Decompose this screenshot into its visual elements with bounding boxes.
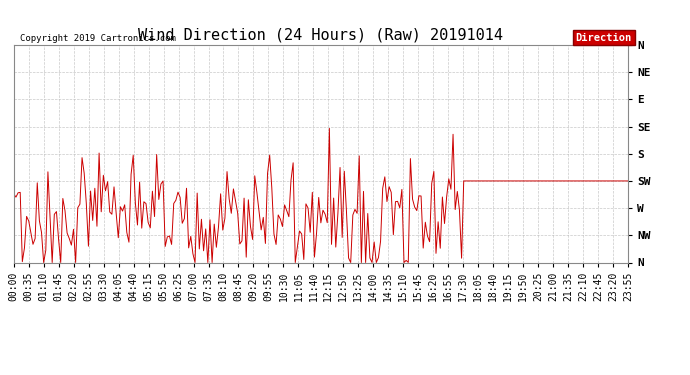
Text: Copyright 2019 Cartronics.com: Copyright 2019 Cartronics.com [20,34,176,43]
Title: Wind Direction (24 Hours) (Raw) 20191014: Wind Direction (24 Hours) (Raw) 20191014 [139,27,503,42]
Text: Direction: Direction [575,33,632,43]
